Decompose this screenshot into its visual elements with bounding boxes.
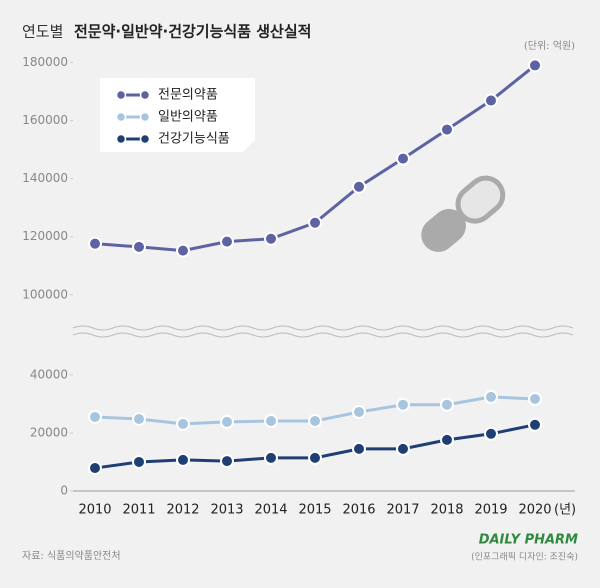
x-tick-label: 2018 (430, 503, 463, 518)
data-point (220, 234, 234, 249)
y-tick-label: 100000 (22, 287, 68, 301)
data-point (264, 231, 278, 246)
data-point (132, 411, 146, 426)
data-point (88, 409, 102, 424)
data-point (220, 414, 234, 429)
legend-swatch (139, 89, 151, 101)
legend-label: 일반의약품 (158, 110, 218, 125)
data-point (176, 243, 190, 258)
x-tick-label: 2010 (78, 503, 111, 518)
data-point (440, 397, 454, 412)
x-tick-label: 2016 (342, 503, 375, 518)
data-point (352, 441, 366, 456)
x-tick-label: 2014 (254, 503, 287, 518)
x-unit: (년) (554, 503, 576, 518)
data-point (440, 432, 454, 447)
data-point (396, 151, 410, 166)
data-point (484, 93, 498, 108)
axis-break (72, 325, 574, 331)
y-tick-label: 160000 (22, 113, 68, 127)
data-point (440, 122, 454, 137)
chart-title: 전문약·일반약·건강기능식품 생산실적 (74, 23, 311, 41)
data-point (308, 414, 322, 429)
data-point (132, 454, 146, 469)
data-point (88, 461, 102, 476)
title-prefix: 연도별 (22, 23, 63, 41)
y-tick-label: 0 (60, 484, 68, 498)
x-tick-label: 2011 (122, 503, 155, 518)
credit: (인포그래픽 디자인: 조진숙) (471, 552, 578, 563)
data-point (176, 416, 190, 431)
logo: DAILY PHARM (479, 533, 578, 548)
legend-label: 건강기능식품 (158, 132, 230, 147)
data-point (88, 236, 102, 251)
legend-swatch (139, 111, 151, 123)
legend-label: 전문의약품 (158, 88, 218, 103)
x-tick-label: 2017 (386, 503, 419, 518)
data-point (352, 179, 366, 194)
y-tick-label: 140000 (22, 171, 68, 185)
data-point (396, 441, 410, 456)
y-tick-label: 120000 (22, 229, 68, 243)
data-point (132, 239, 146, 254)
y-tick-label: 20000 (30, 425, 68, 439)
x-tick-label: 2012 (166, 503, 199, 518)
data-point (396, 397, 410, 412)
data-point (484, 426, 498, 441)
y-tick-label: 40000 (30, 367, 68, 381)
data-point (528, 58, 542, 73)
legend-swatch (115, 89, 127, 101)
data-point (220, 454, 234, 469)
data-point (264, 414, 278, 429)
data-point (528, 417, 542, 432)
x-tick-label: 2019 (474, 503, 507, 518)
unit-note: (단위: 억원) (524, 39, 575, 52)
y-tick-label: 180000 (22, 55, 68, 69)
x-tick-label: 2020 (518, 503, 551, 518)
data-point (308, 215, 322, 230)
axis-break (72, 332, 574, 338)
data-point (264, 450, 278, 465)
data-point (352, 405, 366, 420)
legend-swatch (115, 133, 127, 145)
legend-swatch (139, 133, 151, 145)
legend-swatch (115, 111, 127, 123)
source: 자료: 식품의약품안전처 (22, 550, 121, 562)
pill-icon (421, 175, 506, 252)
data-point (176, 452, 190, 467)
x-tick-label: 2013 (210, 503, 243, 518)
data-point (308, 450, 322, 465)
data-point (484, 389, 498, 404)
x-tick-label: 2015 (298, 503, 331, 518)
data-point (528, 391, 542, 406)
